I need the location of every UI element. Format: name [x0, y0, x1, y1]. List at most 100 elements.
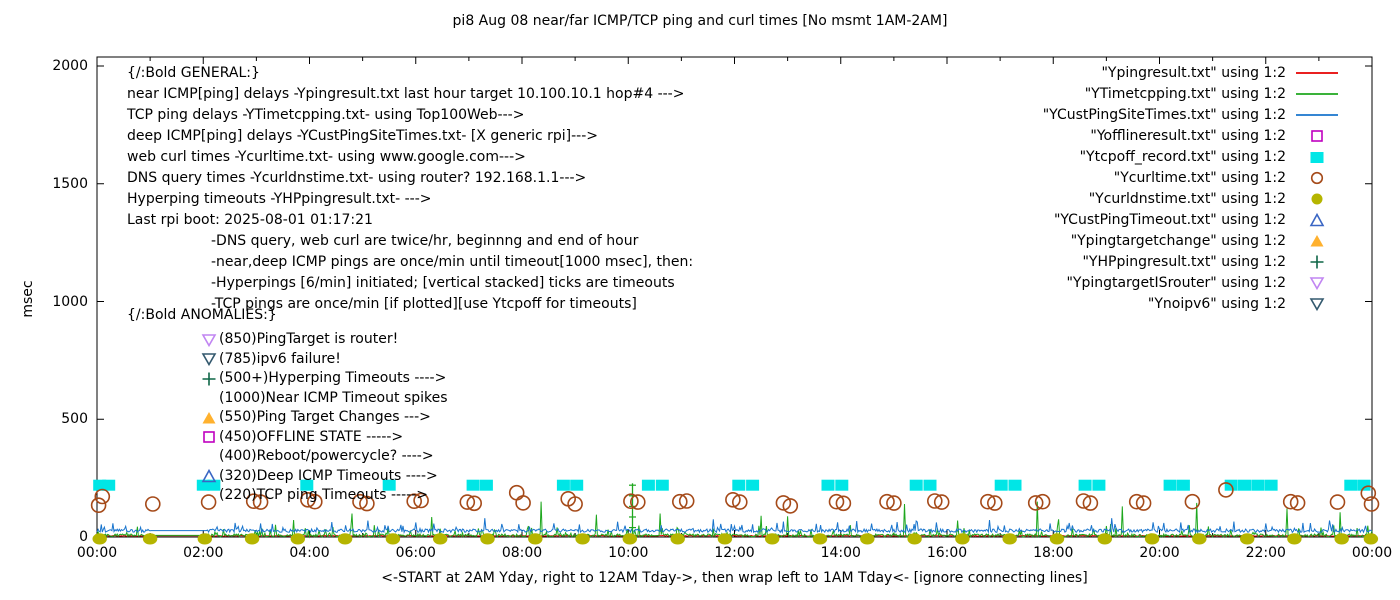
legend-odown-icon [1309, 276, 1325, 290]
annotation-line: TCP ping delays -YTimetcpping.txt- using… [127, 107, 525, 123]
anomaly-label: (500+)Hyperping Timeouts ----> [219, 370, 447, 386]
annotation-line: -Hyperpings [6/min] initiated; [vertical… [211, 275, 675, 291]
anomaly-row: (400)Reboot/powercycle? ----> [127, 447, 448, 467]
anomaly-marker-glyph [201, 469, 216, 483]
curltime-circle-markers [90, 482, 1380, 514]
anomaly-label: (220)TCP ping Timeouts -----> [219, 487, 428, 503]
anomaly-row: (785)ipv6 failure! [127, 350, 448, 370]
series-YCustPingSiteTimes.txt [96, 518, 1373, 535]
legend-label: "YCustPingSiteTimes.txt" using 1:2 [1042, 106, 1286, 123]
anomaly-label: (785)ipv6 failure! [219, 350, 341, 367]
legend-entry: "Ycurltime.txt" using 1:2 [1043, 167, 1340, 188]
anomaly-label: (320)Deep ICMP Timeouts ----> [219, 467, 438, 484]
x-tick-label: 10:00 [608, 545, 649, 561]
y-tick-label: 1500 [52, 175, 88, 192]
legend-label: "YpingtargetISrouter" using 1:2 [1066, 274, 1286, 291]
legend-entry: "YHPpingresult.txt" using 1:2 [1043, 251, 1340, 272]
legend-ocircle-icon [1310, 171, 1324, 184]
annotation-line: web curl times -Ycurltime.txt- using www… [127, 149, 526, 165]
x-tick-label: 14:00 [820, 545, 861, 561]
legend-fsquare-icon [1310, 151, 1324, 163]
legend: "Ypingresult.txt" using 1:2 "YTimetcpping… [1043, 62, 1340, 314]
legend-entry: "YpingtargetISrouter" using 1:2 [1043, 272, 1340, 293]
legend-entry: "Ycurldnstime.txt" using 1:2 [1043, 188, 1340, 209]
x-tick-label: 04:00 [289, 545, 330, 561]
annotation-line: {/:Bold GENERAL:} [127, 65, 260, 81]
legend-fcircle-icon [1311, 193, 1323, 204]
legend-label: "Yofflineresult.txt" using 1:2 [1090, 127, 1286, 144]
anomaly-osquare-icon [200, 429, 217, 445]
legend-marker [1294, 128, 1340, 144]
annotation-line: near ICMP[ping] delays -Ypingresult.txt … [127, 86, 685, 102]
legend-entry: "Ynoipv6" using 1:2 [1043, 293, 1340, 314]
legend-marker [1294, 66, 1340, 80]
x-tick-label: 22:00 [1245, 545, 1286, 561]
anomaly-row: (320)Deep ICMP Timeouts ----> [127, 467, 448, 487]
x-tick-label: 00:00 [76, 545, 118, 561]
x-tick-label: 00:00 [1351, 545, 1393, 561]
anomaly-rows: (850)PingTarget is router! (785)ipv6 fail… [127, 330, 448, 506]
anomaly-label: (450)OFFLINE STATE -----> [219, 428, 404, 445]
anomaly-row: (850)PingTarget is router! [127, 330, 448, 350]
anomaly-marker-glyph [201, 333, 216, 347]
legend-label: "YCustPingTimeout.txt" using 1:2 [1053, 211, 1286, 228]
annotation-line: DNS query times -Ycurldnstime.txt- using… [127, 170, 587, 186]
legend-label: "Ypingtargetchange" using 1:2 [1070, 232, 1286, 249]
legend-entry: "YCustPingTimeout.txt" using 1:2 [1043, 209, 1340, 230]
legend-label: "Ynoipv6" using 1:2 [1147, 295, 1286, 312]
anomaly-marker-glyph [202, 372, 215, 386]
x-tick-label: 08:00 [501, 545, 543, 561]
annotation-line: deep ICMP[ping] delays -YCustPingSiteTim… [127, 128, 598, 144]
anomaly-marker-glyph [202, 411, 215, 424]
legend-entry: "Ytcpoff_record.txt" using 1:2 [1043, 146, 1340, 167]
legend-label: "Ycurltime.txt" using 1:2 [1113, 169, 1286, 186]
anomaly-row: (220)TCP ping Timeouts -----> [127, 486, 448, 506]
legend-odown-icon [1309, 297, 1325, 311]
anomaly-row: (550)Ping Target Changes ---> [127, 408, 448, 428]
legend-marker [1294, 170, 1340, 186]
anomaly-marker-glyph [201, 353, 216, 367]
x-tick-label: 18:00 [1033, 545, 1074, 561]
legend-line-icon [1296, 71, 1338, 74]
legend-marker [1294, 87, 1340, 101]
tcpoff-square-markers [93, 479, 1371, 491]
anomalies-title: {/:Bold ANOMALIES:} [127, 307, 277, 323]
legend-marker [1294, 212, 1340, 228]
anomaly-odown-icon [200, 351, 217, 367]
legend-marker [1294, 233, 1340, 249]
legend-marker [1294, 254, 1340, 270]
y-tick-label: 0 [79, 529, 88, 545]
legend-entry: "YCustPingSiteTimes.txt" using 1:2 [1043, 104, 1340, 125]
anomaly-plus-icon [200, 371, 217, 387]
legend-marker [1294, 191, 1340, 207]
x-axis-label: <-START at 2AM Yday, right to 12AM Tday-… [381, 570, 1088, 586]
annotation-line: Hyperping timeouts -YHPpingresult.txt- -… [127, 191, 432, 207]
x-tick-label: 06:00 [395, 545, 436, 561]
x-tick-label: 16:00 [926, 545, 968, 561]
x-tick-label: 02:00 [183, 545, 224, 561]
anomaly-otri-icon [200, 468, 217, 484]
y-tick-label: 500 [61, 411, 88, 428]
hyperping-timeout-stack [629, 483, 636, 537]
dnstime-filled-markers [92, 533, 1379, 545]
legend-ftri-icon [1310, 234, 1324, 246]
legend-line-icon [1296, 92, 1338, 95]
legend-marker [1294, 108, 1340, 122]
legend-label: "Ypingresult.txt" using 1:2 [1101, 64, 1286, 81]
chart-title: pi8 Aug 08 near/far ICMP/TCP ping and cu… [452, 13, 948, 29]
series-YTimetcpping.txt [96, 501, 1373, 539]
legend-osquare-icon [1311, 129, 1323, 142]
x-tick-label: 20:00 [1139, 545, 1180, 561]
y-tick-label: 1000 [52, 293, 88, 310]
annotation-line: -DNS query, web curl are twice/hr, begin… [211, 233, 639, 249]
y-tick-label: 2000 [52, 58, 88, 74]
anomaly-ftri-icon [200, 410, 217, 426]
legend-entry: "Ypingtargetchange" using 1:2 [1043, 230, 1340, 251]
anomaly-label: (400)Reboot/powercycle? ----> [219, 448, 434, 464]
anomalies-annotations: {/:Bold ANOMALIES:} (850)PingTarget is r… [127, 307, 448, 506]
annotation-line: -TCP pings are once/min [if plotted][use… [211, 296, 637, 312]
legend-label: "YTimetcpping.txt" using 1:2 [1084, 85, 1286, 102]
anomaly-label: (550)Ping Target Changes ---> [219, 409, 431, 425]
